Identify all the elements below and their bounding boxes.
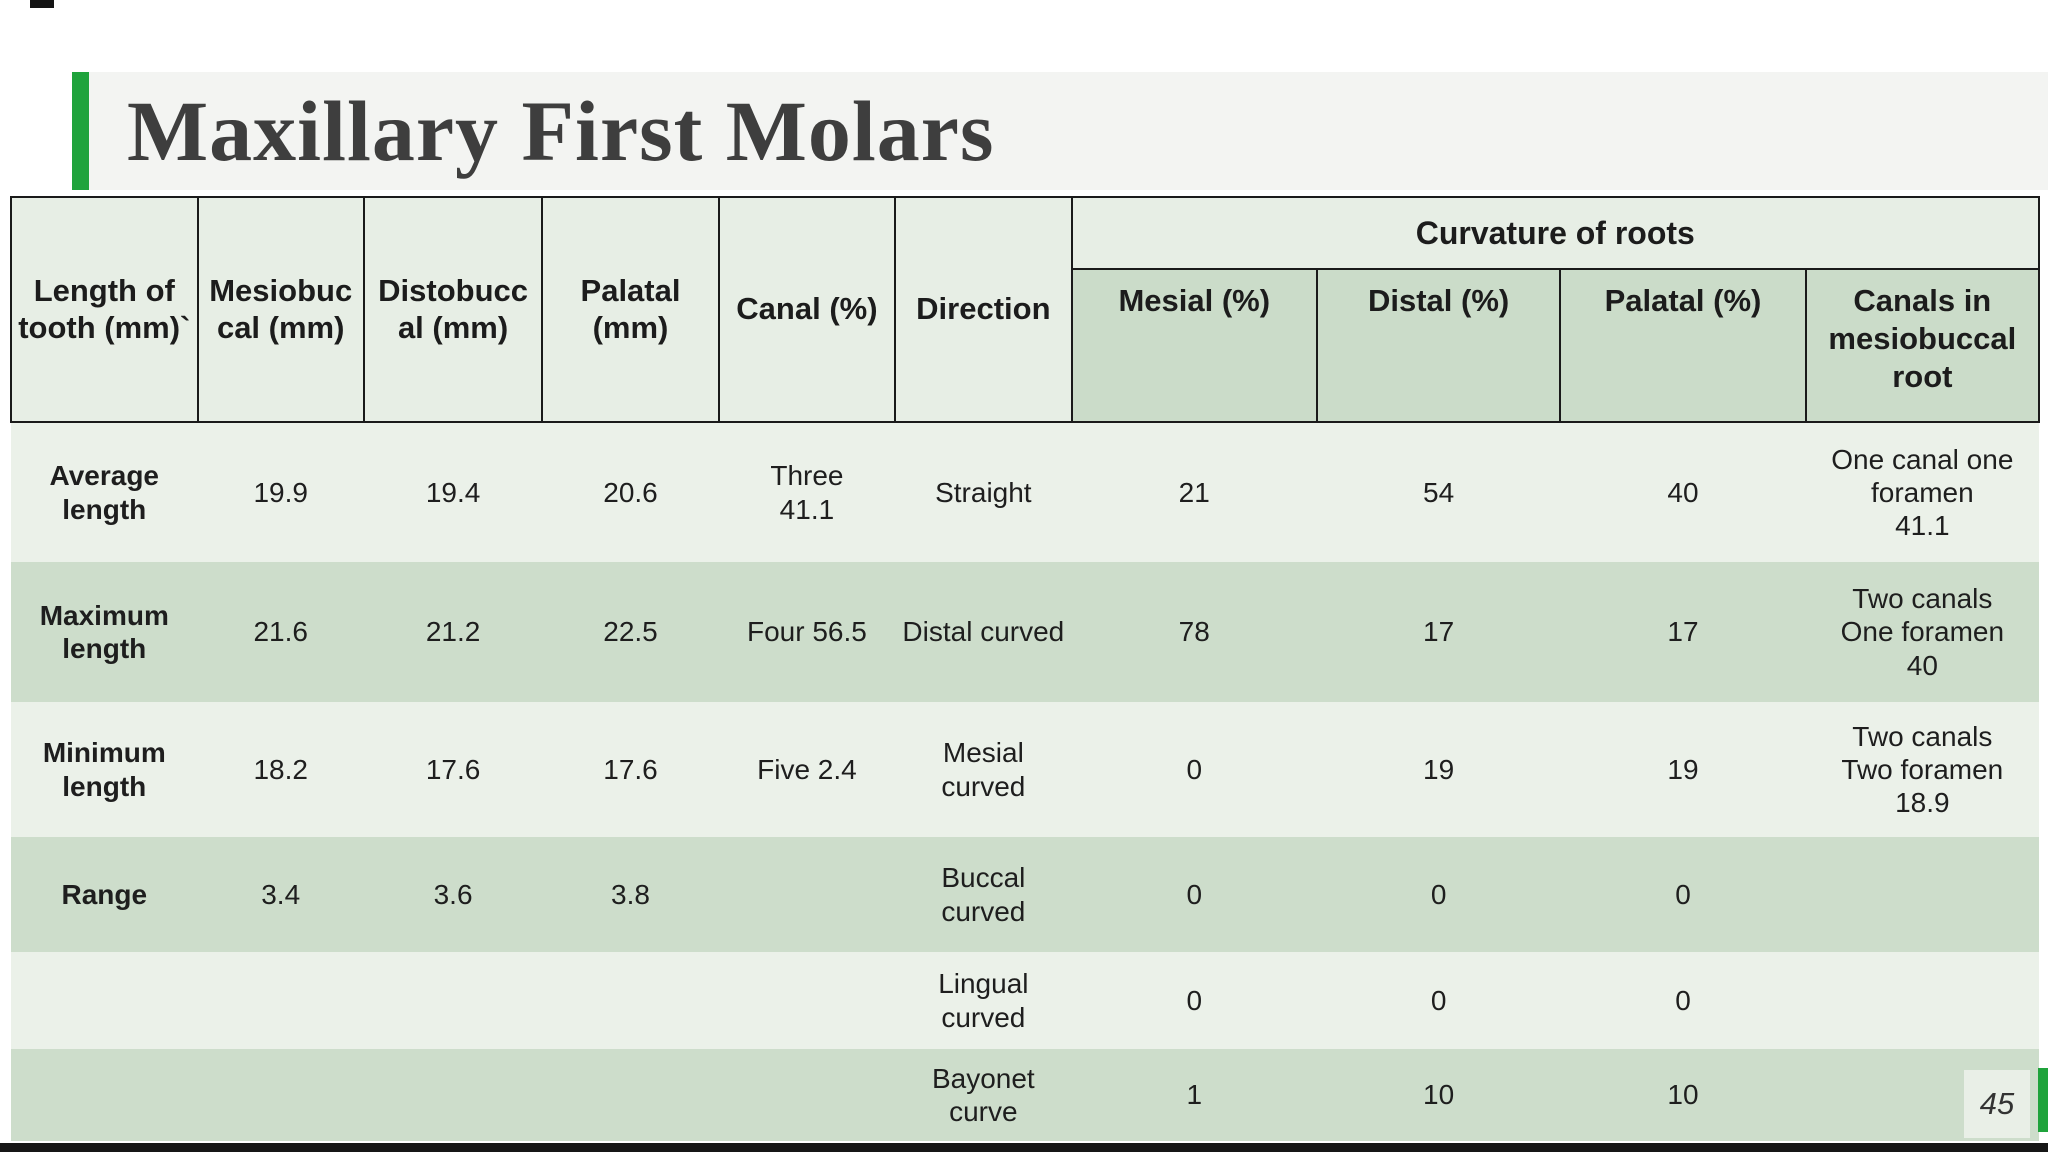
- header-row-main: Length of tooth (mm)` Mesiobuccal (mm) D…: [10, 196, 2041, 423]
- table-cell: 19.4: [425, 476, 481, 508]
- table-cell: 19: [1423, 753, 1455, 785]
- top-left-mark: [30, 0, 54, 8]
- table-row-average-length: Average length 19.9 19.4 20.6 Three 41.1…: [11, 422, 2039, 562]
- table-cell: Bayonet curve: [931, 1062, 1035, 1127]
- table-cell: Three 41.1: [770, 460, 844, 525]
- table-cell: 20.6: [603, 476, 658, 508]
- table-cell: 10: [1667, 1079, 1699, 1111]
- table-cell: [1806, 837, 2039, 952]
- table-cell: 21.2: [425, 616, 481, 648]
- table-cell: [364, 1049, 542, 1141]
- column-header-length-of-tooth: Length of tooth (mm)`: [10, 196, 199, 423]
- table-cell: 18.2: [253, 753, 308, 785]
- row-label: [11, 952, 198, 1049]
- table-cell: 1: [1186, 1079, 1203, 1111]
- table-cell: 10: [1423, 1079, 1455, 1111]
- row-label: Range: [61, 878, 148, 910]
- table-cell: Five 2.4: [757, 753, 857, 785]
- table-cell: Lingual curved: [938, 968, 1029, 1033]
- table-cell: [1806, 952, 2039, 1049]
- table-cell: [719, 1049, 895, 1141]
- table-cell: [198, 1049, 364, 1141]
- table-row-lingual-curved: Lingual curved 0 0 0: [11, 952, 2039, 1049]
- table-cell: 3.8: [611, 878, 650, 910]
- row-label: Average length: [49, 460, 160, 525]
- table-cell: 0: [1186, 753, 1203, 785]
- table-cell: 19.9: [253, 476, 308, 508]
- slide-title: Maxillary First Molars: [127, 83, 995, 179]
- column-header-palatal: Palatal (mm): [541, 196, 720, 423]
- molar-data-table: Length of tooth (mm)` Mesiobuccal (mm) D…: [10, 196, 2041, 1141]
- row-label: Minimum length: [42, 737, 166, 802]
- table-cell: 22.5: [603, 616, 658, 648]
- bottom-bar: [0, 1143, 2048, 1152]
- row-label: [11, 1049, 198, 1141]
- table-cell: Straight: [935, 476, 1032, 508]
- table-cell: 0: [1186, 878, 1203, 910]
- column-header-direction: Direction: [894, 196, 1073, 423]
- table-cell: Two canals Two foramen 18.9: [1841, 720, 2004, 819]
- table-cell: Distal curved: [902, 616, 1065, 648]
- column-header-distobuccal: Distobuccal (mm): [362, 196, 544, 423]
- column-header-mesiobuccal: Mesiobuccal (mm): [196, 196, 365, 423]
- title-band: Maxillary First Molars: [72, 72, 2048, 190]
- table: Length of tooth (mm)` Mesiobuccal (mm) D…: [10, 196, 2041, 1141]
- table-cell: 17.6: [425, 753, 481, 785]
- table-cell: 0: [1430, 878, 1447, 910]
- table-row-range: Range 3.4 3.6 3.8 Buccal curved 0 0 0: [11, 837, 2039, 952]
- table-cell: 17: [1423, 616, 1455, 648]
- table-cell: [542, 952, 718, 1049]
- table-cell: 40: [1667, 476, 1699, 508]
- table-row-maximum-length: Maximum length 21.6 21.2 22.5 Four 56.5 …: [11, 562, 2039, 702]
- table-cell: Two canals One foramen 40: [1840, 583, 2005, 681]
- table-cell: Four 56.5: [747, 616, 867, 648]
- header-row-sub: Mesial (%) Distal (%) Palatal (%) Canals…: [11, 268, 2041, 423]
- table-cell: [542, 1049, 718, 1141]
- table-cell: [719, 952, 895, 1049]
- table-cell: [719, 837, 895, 952]
- table-cell: [364, 952, 542, 1049]
- column-header-canal: Canal (%): [717, 196, 897, 423]
- title-accent-bar: [72, 72, 89, 190]
- table-cell: Mesial curved: [941, 737, 1026, 802]
- table-cell: 17.6: [603, 753, 658, 785]
- table-cell: 3.6: [433, 878, 473, 910]
- column-header-distal-pct: Distal (%): [1315, 268, 1562, 423]
- table-cell: 17: [1667, 616, 1699, 648]
- table-cell: 21.6: [253, 616, 308, 648]
- column-header-canals-mesiobuccal-root: Canals in mesiobuccal root: [1804, 268, 2041, 423]
- table-row-minimum-length: Minimum length 18.2 17.6 17.6 Five 2.4 M…: [11, 702, 2039, 837]
- page-number-box: 45: [1964, 1070, 2030, 1138]
- table-cell: 0: [1186, 984, 1203, 1016]
- table-cell: 78: [1178, 616, 1210, 648]
- table-cell: Buccal curved: [941, 862, 1026, 927]
- table-cell: 0: [1430, 984, 1447, 1016]
- table-cell: One canal one foramen 41.1: [1831, 443, 2014, 542]
- page-accent-bar: [2038, 1068, 2048, 1132]
- column-header-curvature-of-roots: Curvature of roots: [1070, 196, 2041, 270]
- table-cell: 3.4: [261, 878, 301, 910]
- table-cell: 19: [1667, 753, 1699, 785]
- column-header-palatal-pct: Palatal (%): [1559, 268, 1807, 423]
- table-cell: 0: [1675, 984, 1691, 1016]
- table-cell: 21: [1178, 476, 1210, 508]
- row-label: Maximum length: [39, 599, 169, 664]
- table-cell: 0: [1675, 878, 1691, 910]
- table-cell: [198, 952, 364, 1049]
- table-cell: 54: [1423, 476, 1455, 508]
- page-number: 45: [1979, 1086, 2015, 1121]
- column-header-mesial-pct: Mesial (%): [1070, 268, 1318, 423]
- table-row-bayonet-curve: Bayonet curve 1 10 10: [11, 1049, 2039, 1141]
